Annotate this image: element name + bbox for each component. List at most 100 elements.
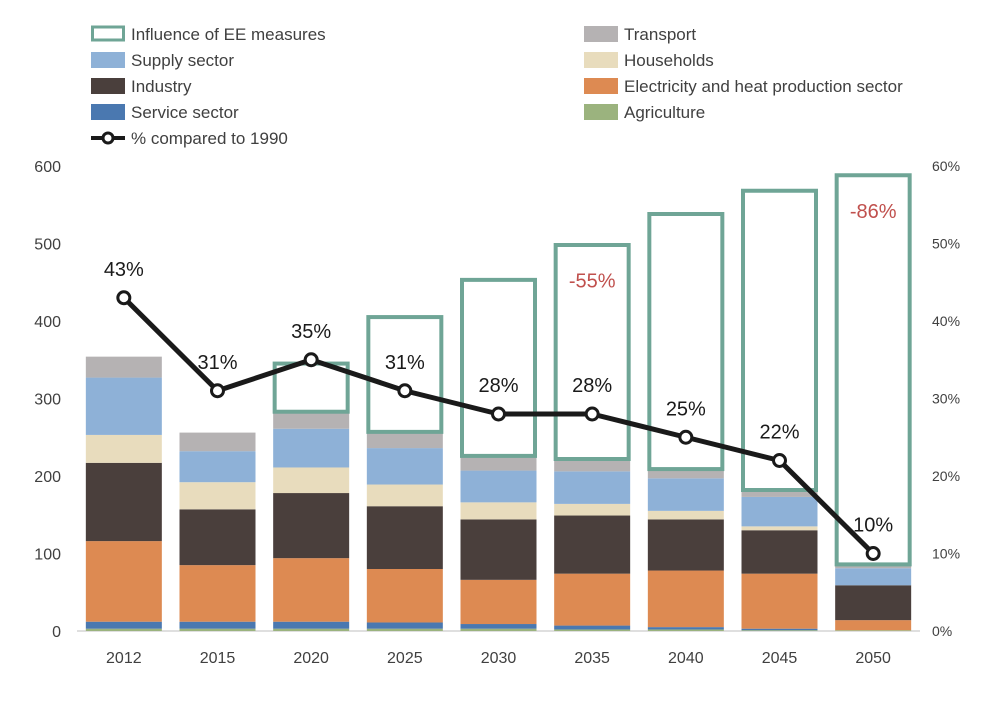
bar-segment-transport	[460, 457, 537, 471]
y2-tick-label: 0%	[932, 623, 952, 639]
bar-segment-service-sector	[460, 624, 537, 629]
bar-segment-electricity-and-heat-production-sector	[366, 569, 443, 623]
bar-segment-agriculture	[85, 628, 162, 631]
bar-segment-supply-sector	[835, 568, 912, 586]
x-tick-label: 2025	[387, 650, 423, 667]
line-point	[116, 290, 132, 306]
line-data-label: 31%	[197, 352, 237, 374]
bar-segment-electricity-and-heat-production-sector	[835, 620, 912, 631]
bar-segment-electricity-and-heat-production-sector	[460, 579, 537, 625]
ee-measures-box	[460, 277, 537, 458]
bar-segment-industry	[179, 509, 256, 566]
bar-segment-industry	[273, 493, 350, 559]
y2-tick-label: 50%	[932, 236, 960, 252]
line-point	[772, 453, 787, 468]
bar-segment-service-sector	[366, 622, 443, 629]
x-tick-label: 2035	[574, 650, 610, 667]
ee-measures-box	[834, 173, 912, 567]
reduction-annotation: -55%	[569, 271, 616, 293]
legend: Influence of EE measures Transport Supply …	[91, 25, 903, 148]
line-data-label: 43%	[104, 259, 144, 281]
bar-segment-industry	[647, 519, 724, 571]
bar-segment-industry	[741, 530, 818, 574]
bar-segment-electricity-and-heat-production-sector	[85, 541, 162, 622]
legend-label-service-sector: Service sector	[131, 103, 239, 122]
line-point	[678, 429, 694, 445]
bar-segment-supply-sector	[647, 478, 724, 511]
bar-segment-service-sector	[273, 621, 350, 629]
x-tick-label: 2020	[293, 650, 329, 667]
y2-tick-label: 10%	[932, 546, 960, 562]
bar-segment-service-sector	[85, 621, 162, 629]
line-point	[491, 406, 506, 422]
bar-segment-transport	[741, 491, 818, 497]
legend-swatch-electricity-and-heat-production-sector	[584, 78, 618, 94]
bar-segment-households	[273, 467, 350, 494]
bar-segment-service-sector	[179, 621, 256, 629]
bar-segment-supply-sector	[741, 496, 818, 527]
legend-swatch-marker	[101, 131, 115, 145]
y-tick-label: 0	[52, 624, 61, 641]
x-tick-label: 2030	[481, 650, 517, 667]
bar-segment-electricity-and-heat-production-sector	[647, 570, 724, 628]
bar-segment-service-sector	[647, 627, 724, 630]
bar-segment-supply-sector	[273, 428, 350, 468]
y-tick-label: 400	[34, 314, 61, 331]
line-point	[303, 352, 319, 368]
legend-label-electricity-and-heat-production-sector: Electricity and heat production sector	[624, 77, 903, 96]
legend-label-transport: Transport	[624, 25, 696, 44]
bar-segment-transport	[647, 470, 724, 479]
bar-segment-agriculture	[366, 628, 443, 631]
bar-segment-supply-sector	[366, 448, 443, 485]
legend-swatch-agriculture	[584, 104, 618, 120]
x-tick-label: 2045	[762, 650, 798, 667]
legend-label-influence-of-ee-measures: Influence of EE measures	[131, 25, 326, 44]
bar-segment-households	[366, 484, 443, 507]
line-point	[397, 383, 413, 399]
bar-segment-agriculture	[835, 630, 912, 631]
line-point	[584, 406, 600, 422]
bar-segment-households	[741, 526, 818, 531]
bar-segment-transport	[179, 432, 256, 452]
bar-segment-transport	[273, 413, 350, 429]
line-data-label: 35%	[291, 321, 331, 343]
ee-measures-box	[553, 243, 631, 461]
bar-segment-industry	[366, 506, 443, 569]
bar-segment-transport	[85, 356, 162, 378]
bar-segment-industry	[85, 462, 162, 542]
line-data-label: 31%	[385, 352, 425, 374]
bar-segment-industry	[554, 515, 631, 574]
y-tick-label: 100	[34, 547, 61, 564]
bar-segment-households	[85, 434, 162, 463]
line-data-label: 25%	[666, 398, 706, 420]
y-tick-label: 300	[34, 392, 61, 409]
bar-segment-households	[460, 502, 537, 520]
bar-segment-service-sector	[554, 625, 631, 630]
bar-segment-agriculture	[647, 629, 724, 631]
y-tick-label: 200	[34, 469, 61, 486]
x-tick-label: 2015	[200, 650, 236, 667]
x-tick-label: 2012	[106, 650, 142, 667]
bar-segment-supply-sector	[179, 451, 256, 483]
legend-swatch-households	[584, 52, 618, 68]
legend-label-compared-to-1990: % compared to 1990	[131, 129, 288, 148]
bar-segment-agriculture	[741, 630, 818, 631]
ee-measures-box	[366, 315, 444, 434]
bar-segment-agriculture	[554, 629, 631, 631]
legend-swatch-transport	[584, 26, 618, 42]
bar-segment-industry	[835, 585, 912, 621]
legend-swatch-industry	[91, 78, 125, 94]
bar-segment-agriculture	[460, 628, 537, 631]
y2-tick-label: 40%	[932, 313, 960, 329]
bar-segment-electricity-and-heat-production-sector	[273, 558, 350, 622]
ee-measures-box	[647, 212, 725, 472]
legend-label-households: Households	[624, 51, 714, 70]
y-tick-label: 500	[34, 237, 61, 254]
legend-swatch-service-sector	[91, 104, 125, 120]
plot-area: 0 100 200 300 400 500 600 0% 10% 20% 30% 40% 50% 60% 2…	[34, 158, 960, 667]
legend-swatch-supply-sector	[91, 52, 125, 68]
line-data-label: 22%	[759, 422, 799, 444]
line-point	[210, 383, 225, 399]
reduction-annotation: -86%	[850, 201, 897, 223]
